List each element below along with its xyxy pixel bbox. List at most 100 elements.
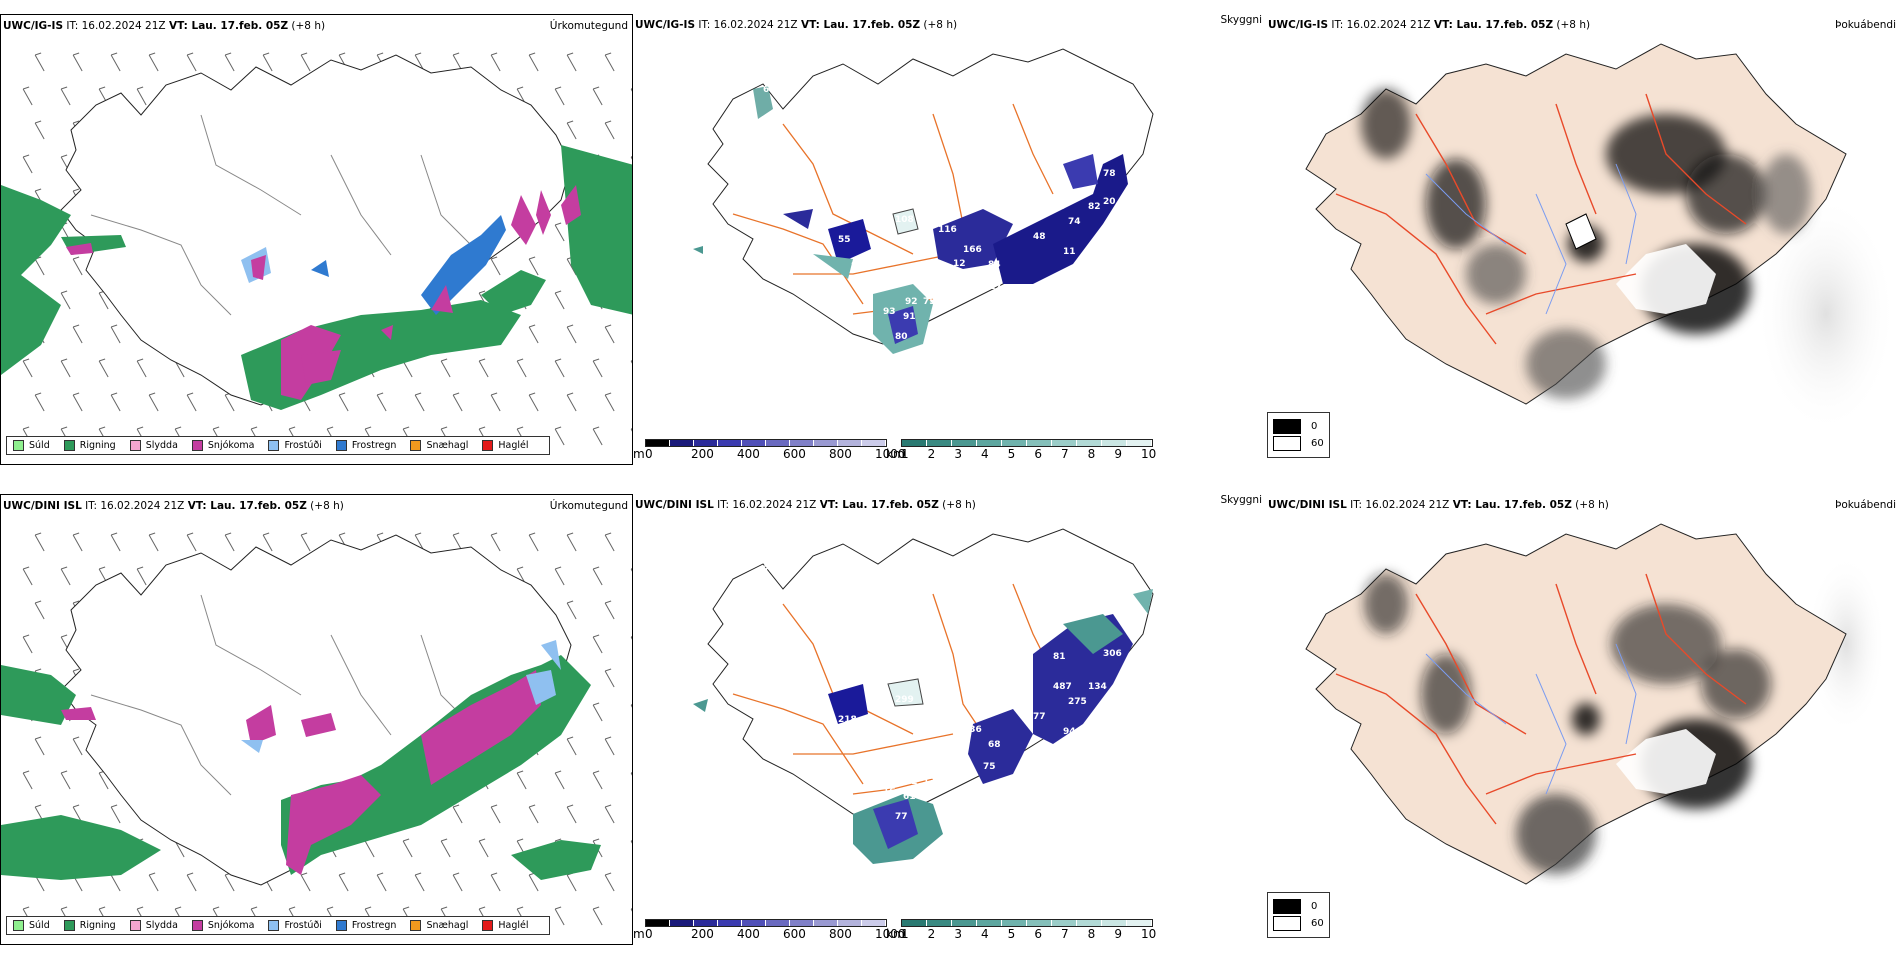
colorbar-segment <box>670 440 694 446</box>
legend-item: Haglél <box>482 440 529 451</box>
colorbar-tick: 1 <box>901 447 909 461</box>
wind-barb <box>300 52 311 72</box>
colorbar-tick: 9 <box>1114 927 1122 941</box>
legend-swatch <box>63 920 75 931</box>
legend-item: Slydda <box>129 920 178 931</box>
wind-barb <box>34 120 45 140</box>
visibility-label: 20 <box>1103 197 1116 207</box>
colorbar-tick: 400 <box>737 447 760 461</box>
colorbar-segment <box>790 920 814 926</box>
wind-barb <box>110 324 121 344</box>
wind-barb <box>592 906 603 926</box>
wind-barb <box>60 290 71 310</box>
colorbar-tick: 5 <box>1007 927 1016 941</box>
visibility-label: 75 <box>983 762 996 772</box>
colorbar-segment <box>1077 440 1102 446</box>
legend-swatch <box>410 920 422 931</box>
colorbar-m-unit: m <box>633 447 645 461</box>
wind-barb <box>148 872 159 892</box>
visibility-label: 13 <box>923 777 936 787</box>
wind-barb <box>566 52 577 72</box>
visibility-label: 80 <box>895 332 908 342</box>
wind-barb <box>554 566 565 586</box>
wind-barb <box>338 392 349 412</box>
colorbar-segment <box>718 920 742 926</box>
colorbar-segment <box>1027 440 1052 446</box>
legend-item: Frostregn <box>335 440 396 451</box>
wind-barb <box>186 532 197 552</box>
wind-barb <box>110 532 121 552</box>
colorbar-segment <box>977 920 1002 926</box>
panel-name: Þokuábendi <box>1835 499 1896 511</box>
panel-name: Úrkomutegund <box>549 500 628 512</box>
wind-barb <box>98 358 109 378</box>
wind-barb <box>72 256 83 276</box>
legend-label: Súld <box>29 440 50 451</box>
wind-barb <box>528 256 539 276</box>
visibility-label: 61 <box>763 85 776 95</box>
legend-swatch <box>191 440 203 451</box>
wind-barb <box>528 324 539 344</box>
colorbar-segment <box>862 920 886 926</box>
colorbar-segment <box>646 920 670 926</box>
wind-barb <box>72 324 83 344</box>
precip-type-panel-dini: UWC/DINI ISL IT: 16.02.2024 21Z VT: Lau.… <box>0 494 633 945</box>
wind-barb <box>262 52 273 72</box>
visibility-label: 81 <box>1053 652 1066 662</box>
colorbar-segment <box>1002 440 1027 446</box>
wind-barb <box>72 392 83 412</box>
wind-barb <box>490 872 501 892</box>
precip-map <box>1 52 632 446</box>
wind-barb <box>490 52 501 72</box>
colorbar-segment <box>1102 920 1127 926</box>
fog-legend-label: 60 <box>1311 918 1324 929</box>
wind-barb <box>566 872 577 892</box>
wind-barb <box>300 872 311 892</box>
visibility-label: 93 <box>883 307 896 317</box>
colorbar-tick: 3 <box>954 447 962 461</box>
visibility-label: 45 <box>938 705 951 715</box>
visibility-label: 82 <box>1088 202 1101 212</box>
colorbar-tick: 4 <box>981 447 989 461</box>
visibility-label: 16 <box>883 787 896 797</box>
legend-swatch <box>191 920 203 931</box>
wind-barb <box>604 392 615 412</box>
wind-barb <box>490 532 501 552</box>
visibility-label: 77 <box>1033 712 1046 722</box>
colorbar-tick: 800 <box>829 447 852 461</box>
visibility-label: 68 <box>988 740 1001 750</box>
precip-legend: Súld Rigning Slydda Snjókoma Frostúði Frostre… <box>6 916 550 935</box>
wind-barb <box>604 120 615 140</box>
colorbar-segment <box>1127 920 1152 926</box>
legend-label: Rigning <box>79 440 116 451</box>
fog-panel-dini: UWC/DINI ISL IT: 16.02.2024 21Z VT: Lau.… <box>1266 494 1900 959</box>
colorbar-segment <box>694 440 718 446</box>
panel-name: Skyggni <box>1220 14 1263 26</box>
wind-barb <box>452 804 463 824</box>
visibility-panel-igis: UWC/IG-IS IT: 16.02.2024 21Z VT: Lau. 17… <box>633 14 1266 479</box>
wind-barb <box>136 566 147 586</box>
wind-barb <box>34 532 45 552</box>
visibility-label: 306 <box>1103 649 1122 659</box>
colorbar-segment <box>838 920 862 926</box>
visibility-label: 28 <box>851 257 864 267</box>
wind-barb <box>478 838 489 858</box>
legend-swatch <box>13 440 24 451</box>
legend-label: Frostúði <box>284 920 322 931</box>
wind-barb <box>604 668 615 688</box>
fog-legend: 0 60 <box>1267 412 1330 458</box>
wind-barb <box>478 358 489 378</box>
colorbar-m-unit: m <box>633 927 645 941</box>
colorbar-segment <box>952 440 977 446</box>
colorbar-km-unit: km <box>886 447 905 461</box>
colorbar-tick: 5 <box>1007 447 1016 461</box>
wind-barb <box>34 52 45 72</box>
wind-barb <box>34 392 45 412</box>
wind-barb <box>604 600 615 620</box>
colorbar-tick: 800 <box>829 927 852 941</box>
visibility-label: 275 <box>1068 697 1087 707</box>
colorbar-tick: 1 <box>901 927 909 941</box>
wind-barb <box>604 872 615 892</box>
fog-legend: 0 60 <box>1267 892 1330 938</box>
